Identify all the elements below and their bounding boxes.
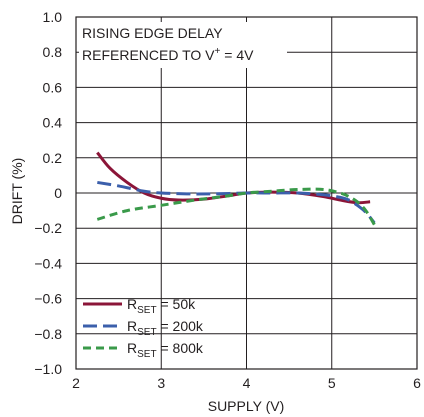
x-tick-label: 2 [72, 375, 80, 391]
y-tick-labels: 1.0 0.8 0.6 0.4 0.2 0 −0.2 −0.4 −0.6 −0.8 −1.0 [34, 9, 62, 377]
series-line-3 [96, 187, 376, 226]
grid-lines [76, 17, 417, 369]
y-tick-label: 0.2 [43, 150, 63, 166]
x-tick-label: 5 [328, 375, 336, 391]
x-tick-label: 4 [243, 375, 251, 391]
y-tick-label: 1.0 [43, 9, 63, 25]
annotation-line-2: REFERENCED TO V+ = 4V [82, 46, 254, 63]
legend-label-2: RSET = 200k [127, 318, 204, 338]
legend-label-3: RSET = 800k [127, 340, 204, 360]
y-tick-label: 0.6 [43, 79, 63, 95]
y-tick-label: 0 [54, 185, 62, 201]
x-tick-label: 6 [413, 375, 421, 391]
y-tick-label: −0.4 [34, 255, 62, 271]
y-axis-label: DRIFT (%) [9, 158, 25, 225]
x-axis-label: SUPPLY (V) [208, 398, 285, 414]
x-tick-label: 3 [157, 375, 165, 391]
y-tick-label: −0.8 [34, 326, 62, 342]
annotation-background [79, 22, 287, 68]
y-tick-label: −0.6 [34, 291, 62, 307]
y-tick-label: −0.2 [34, 220, 62, 236]
legend-label-1: RSET = 50k [127, 296, 196, 316]
series-lines [96, 151, 376, 226]
x-tick-labels: 2 3 4 5 6 [72, 375, 421, 391]
y-tick-label: 0.4 [43, 115, 63, 131]
y-tick-label: 0.8 [43, 44, 63, 60]
annotation-line-1: RISING EDGE DELAY [82, 25, 223, 41]
y-tick-label: −1.0 [34, 361, 62, 377]
plot-frame [75, 16, 418, 370]
series-line-2 [97, 180, 376, 224]
